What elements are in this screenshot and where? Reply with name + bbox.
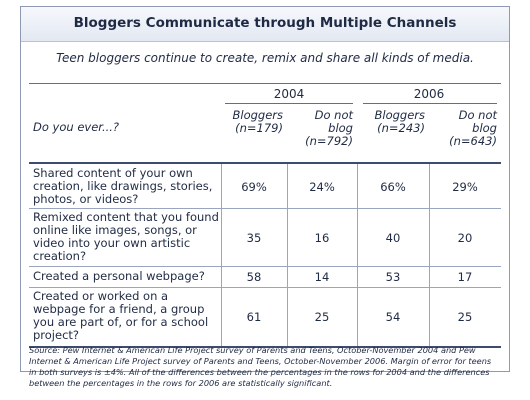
row-question: Created a personal webpage? [33, 269, 205, 283]
table-row: Created or worked on a webpage for a frie… [29, 288, 501, 348]
table-title: Bloggers Communicate through Multiple Ch… [21, 7, 509, 42]
table-subtitle: Teen bloggers continue to create, remix … [56, 51, 474, 65]
source-note: Source: Pew Internet & American Life Pro… [29, 345, 492, 388]
row-question: Shared content of your own creation, like… [33, 166, 213, 206]
chart-frame: Bloggers Communicate through Multiple Ch… [20, 6, 510, 388]
row-question: Created or worked on a webpage for a frie… [33, 289, 209, 342]
cell-value: 24% [309, 180, 335, 194]
cell-value: 25 [457, 310, 473, 324]
cell-value: 20 [457, 231, 473, 245]
column-divider [429, 164, 430, 348]
cell-value: 69% [241, 180, 267, 194]
cell-value: 29% [452, 180, 478, 194]
year-2006-rule [363, 103, 497, 104]
cell-value: 14 [314, 270, 330, 284]
col-bloggers-2004: Bloggers (n=179) [232, 108, 283, 135]
cell-value: 35 [246, 231, 262, 245]
header-top-rule [29, 83, 501, 84]
question-header: Do you ever...? [33, 120, 120, 134]
col-nonbloggers-2006: Do not blog (n=643) [449, 108, 497, 148]
col-bloggers-2006: Bloggers (n=243) [374, 108, 425, 135]
cell-value: 61 [246, 310, 262, 324]
column-divider [357, 164, 358, 348]
column-divider [287, 164, 288, 348]
cell-value: 40 [385, 231, 401, 245]
table-row: Created a personal webpage? 58 14 53 17 [29, 267, 501, 288]
table-row: Remixed content that you found online lik… [29, 209, 501, 267]
year-2006-label: 2006 [413, 87, 445, 101]
year-2004-rule [225, 103, 353, 104]
cell-value: 53 [385, 270, 401, 284]
header-bottom-rule [29, 162, 501, 164]
year-2004-label: 2004 [273, 87, 305, 101]
cell-value: 58 [246, 270, 262, 284]
column-divider [221, 164, 222, 348]
cell-value: 54 [385, 310, 401, 324]
cell-value: 66% [380, 180, 406, 194]
cell-value: 17 [457, 270, 473, 284]
cell-value: 25 [314, 310, 330, 324]
row-question: Remixed content that you found online lik… [33, 210, 219, 263]
table-row: Shared content of your own creation, like… [29, 164, 501, 209]
col-nonbloggers-2004: Do not blog (n=792) [305, 108, 353, 148]
cell-value: 16 [314, 231, 330, 245]
